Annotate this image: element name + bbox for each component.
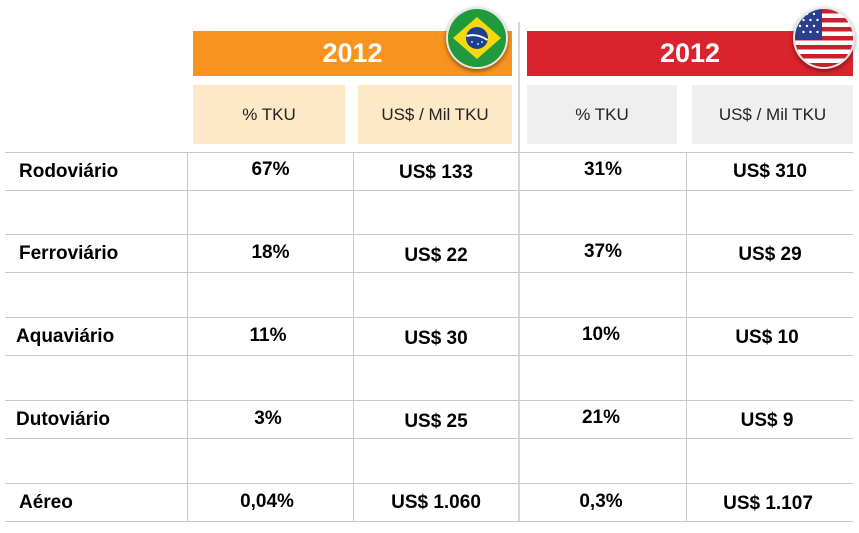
- usa-pct-value: 0,3%: [579, 490, 623, 512]
- usa-pct-value: 37%: [583, 240, 623, 262]
- usa-flag-icon: [793, 7, 855, 69]
- row-label: Rodoviário: [19, 160, 119, 182]
- brazil-cost-value: US$ 25: [404, 410, 468, 432]
- usa-cost-value: US$ 1.107: [723, 492, 813, 514]
- grid-line: [187, 152, 188, 522]
- grid-line: [5, 521, 853, 522]
- usa-cost-value: US$ 9: [740, 409, 794, 431]
- brazil-pct-header: % TKU: [193, 85, 345, 144]
- brazil-cost-value: US$ 1.060: [391, 491, 481, 513]
- usa-cost-value: US$ 10: [735, 326, 799, 348]
- grid-line: [5, 355, 853, 356]
- brazil-cost-value: US$ 133: [399, 161, 473, 183]
- row-label: Aéreo: [19, 491, 73, 513]
- grid-line: [5, 400, 853, 401]
- brazil-pct-value: 0,04%: [240, 490, 294, 512]
- usa-cost-header: US$ / Mil TKU: [692, 85, 853, 144]
- grid-line: [5, 317, 853, 318]
- usa-pct-value: 10%: [581, 323, 621, 345]
- brazil-pct-value: 67%: [251, 158, 290, 180]
- brazil-pct-value: 18%: [251, 241, 290, 263]
- row-label: Aquaviário: [16, 325, 115, 347]
- brazil-year: 2012: [322, 38, 383, 68]
- grid-line: [353, 152, 354, 522]
- brazil-pct-value: 11%: [249, 324, 287, 346]
- brazil-flag-icon: [446, 7, 508, 69]
- usa-pct-value: 31%: [583, 158, 623, 180]
- usa-pct-header: % TKU: [527, 85, 677, 144]
- grid-line: [5, 438, 853, 439]
- brazil-pct-value: 3%: [254, 407, 282, 429]
- grid-line: [5, 483, 853, 484]
- brazil-cost-value: US$ 30: [404, 327, 468, 349]
- brazil-cost-header: US$ / Mil TKU: [358, 85, 512, 144]
- grid-line: [5, 234, 853, 235]
- grid-line: [5, 190, 853, 191]
- grid-line: [686, 152, 687, 522]
- usa-cost-value: US$ 29: [738, 243, 802, 265]
- usa-year: 2012: [659, 38, 721, 68]
- grid-line: [5, 152, 853, 153]
- usa-cost-value: US$ 310: [733, 160, 807, 182]
- row-label: Ferroviário: [19, 242, 119, 264]
- grid-line: [5, 272, 853, 273]
- usa-pct-value: 21%: [581, 406, 621, 428]
- row-label: Dutoviário: [16, 408, 110, 430]
- brazil-cost-value: US$ 22: [404, 244, 468, 266]
